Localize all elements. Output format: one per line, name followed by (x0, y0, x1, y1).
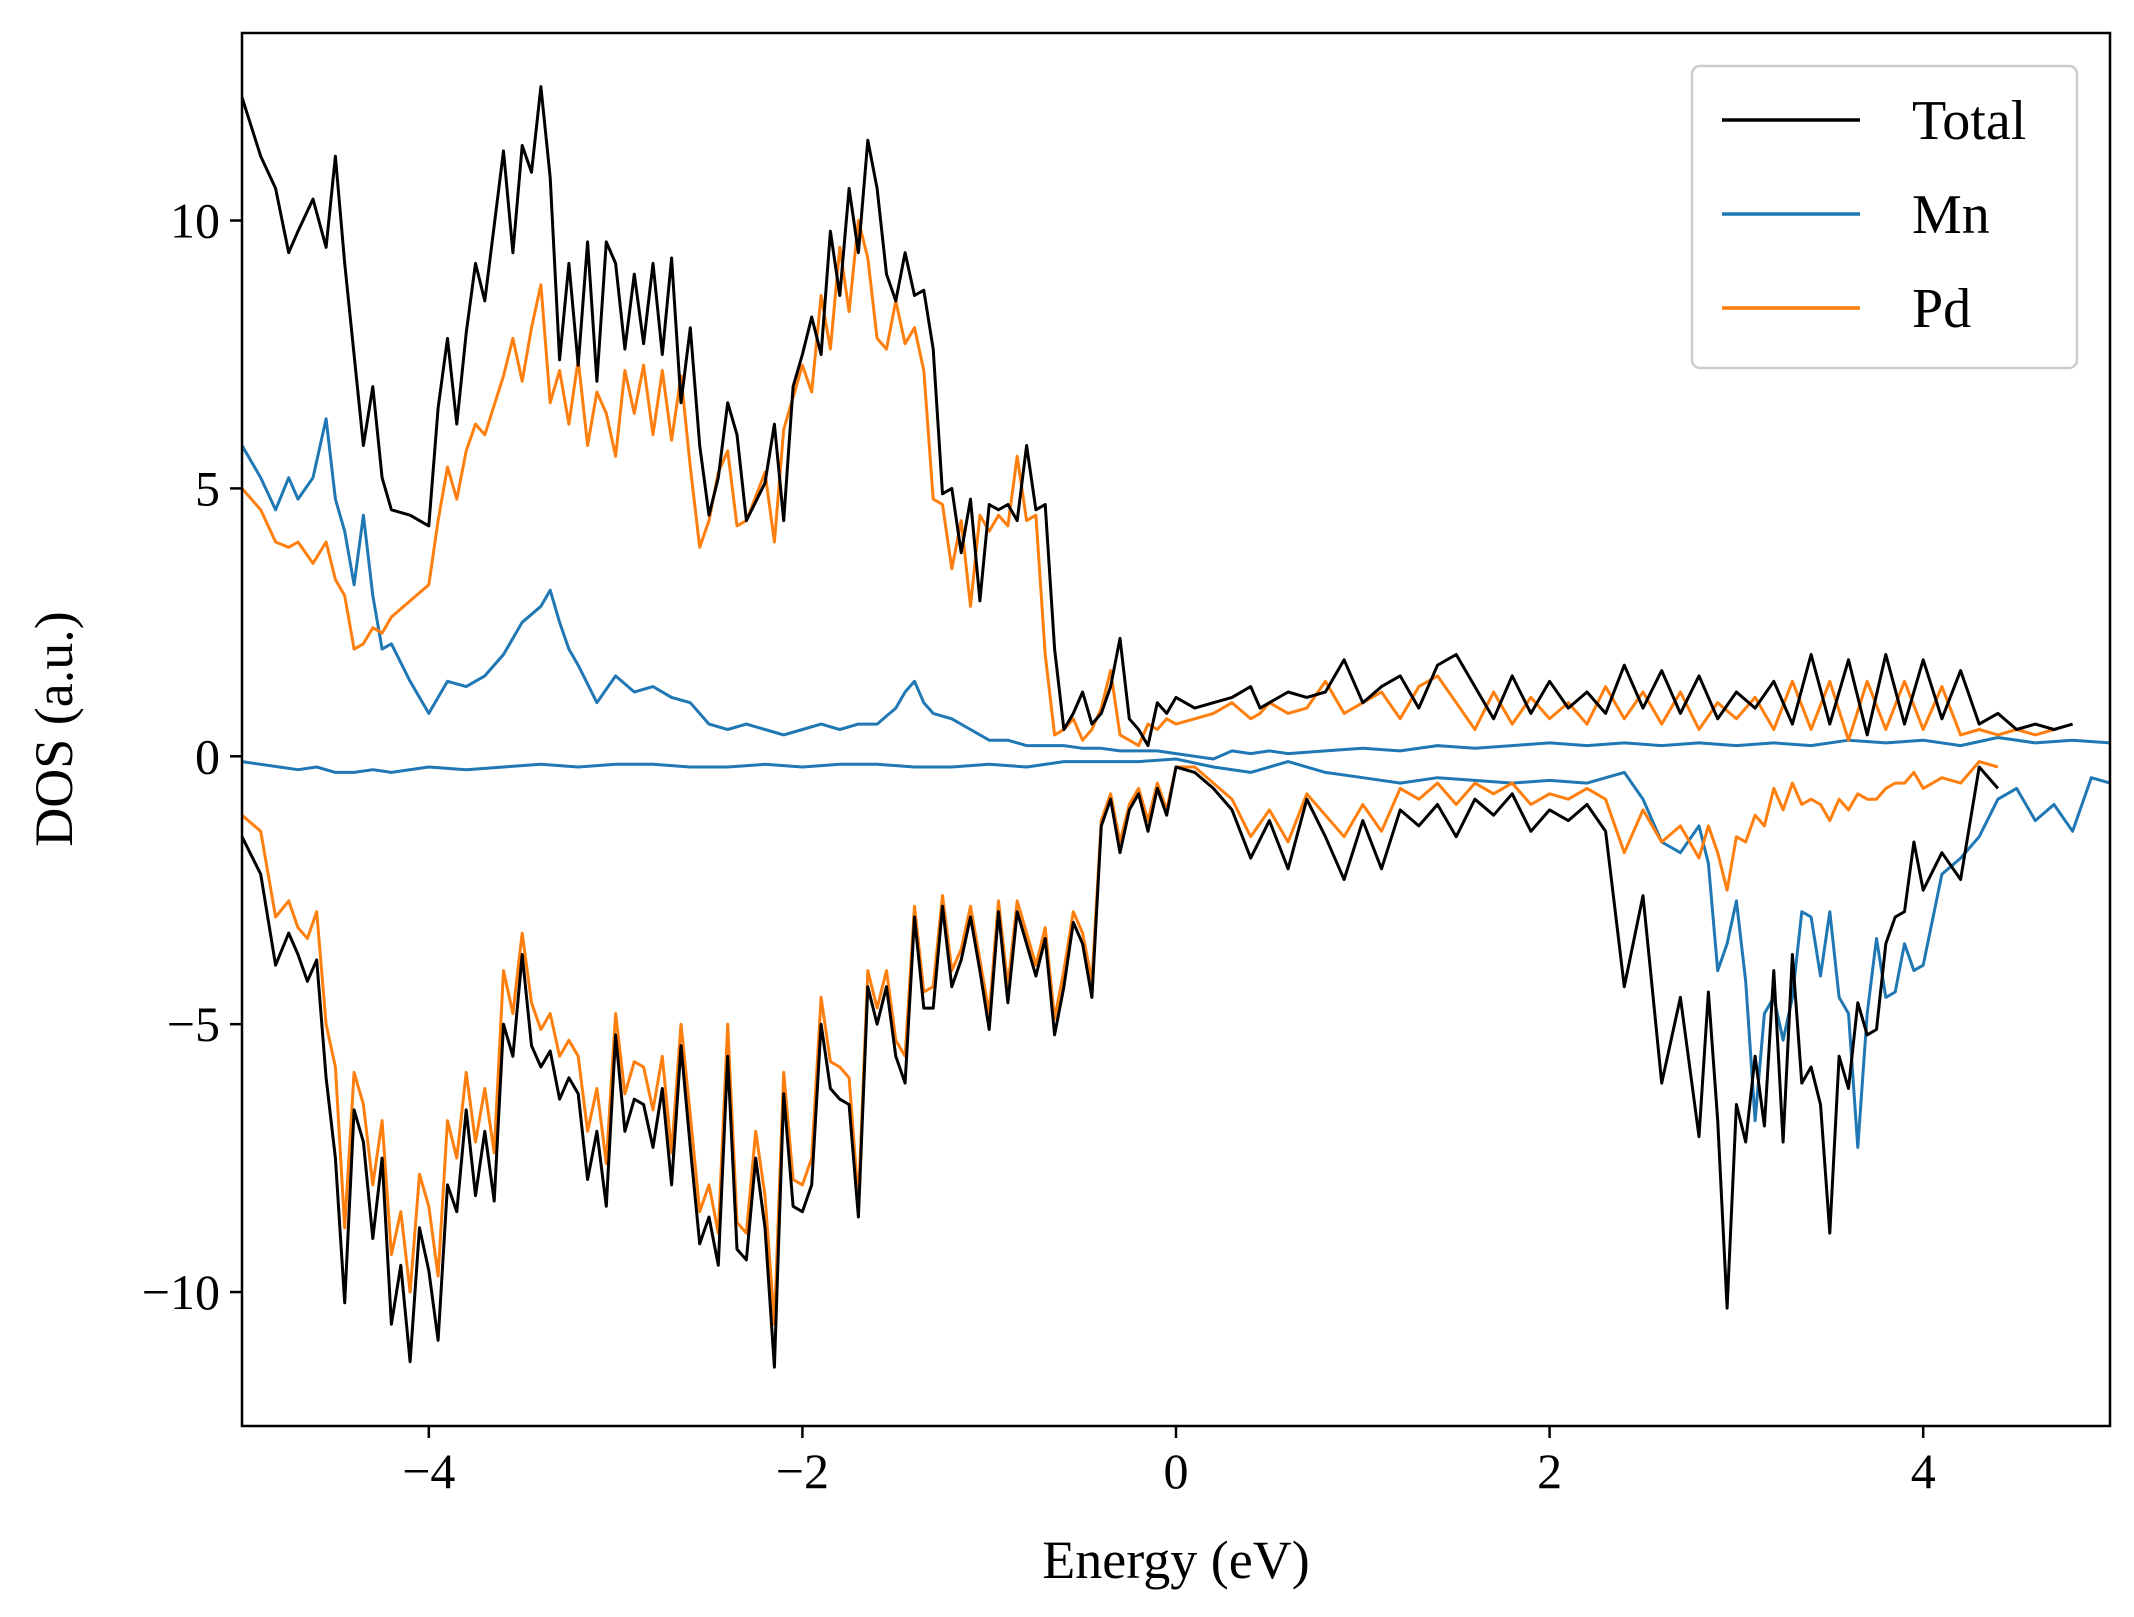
series-line-mn-spin-down (241, 757, 2111, 1149)
y-axis-label: DOS (a.u.) (24, 611, 84, 846)
y-tick-label: 10 (170, 193, 220, 249)
y-tick-label: 0 (195, 728, 220, 784)
y-tick-label: −5 (167, 996, 220, 1052)
x-axis-label: Energy (eV) (1042, 1530, 1309, 1590)
x-axis: −4 −2 0 2 4 (402, 1426, 1936, 1499)
series-line-total-spin-up (240, 85, 2074, 748)
legend-label-total: Total (1912, 90, 2026, 152)
x-tick-label: 2 (1537, 1443, 1562, 1499)
x-tick-label: 4 (1911, 1443, 1936, 1499)
series-line-total-spin-down (240, 765, 2000, 1369)
y-tick-label: 5 (195, 460, 220, 516)
legend-box (1690, 64, 2079, 370)
legend-label-mn: Mn (1912, 184, 1990, 246)
legend-label-pd: Pd (1912, 278, 1971, 340)
y-tick-label: −10 (142, 1264, 220, 1320)
y-axis: −10 −5 0 5 10 (142, 193, 242, 1320)
legend: Total Mn Pd (1690, 64, 2079, 370)
x-tick-label: 0 (1164, 1443, 1189, 1499)
series-line-pd-spin-up (240, 219, 2055, 748)
x-tick-label: −4 (402, 1443, 455, 1499)
series-line-pd-spin-down (241, 760, 1999, 1326)
series-layer (240, 85, 2111, 1369)
series-line-mn-spin-up (240, 417, 2111, 761)
x-tick-label: −2 (776, 1443, 829, 1499)
